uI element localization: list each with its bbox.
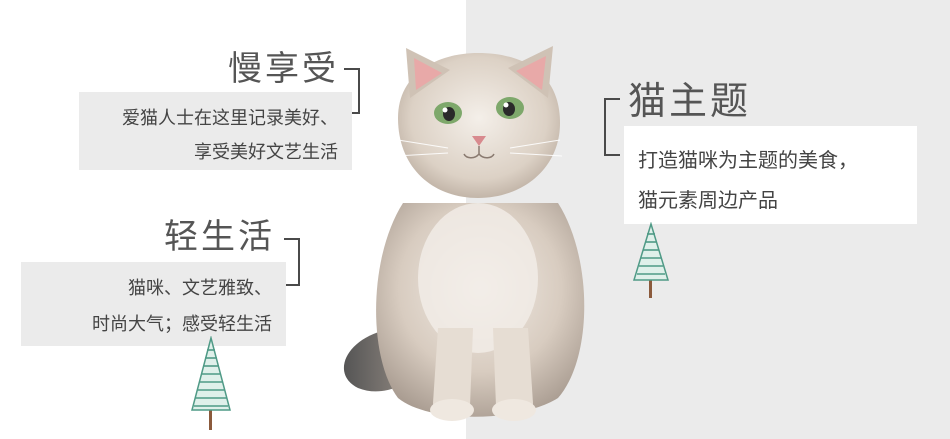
text-line: 猫元素周边产品 <box>638 188 778 212</box>
bracket-decoration <box>604 98 620 156</box>
text-line: 猫咪、文艺雅致、 <box>128 278 272 299</box>
text-line: 爱猫人士在这里记录美好、 <box>122 108 338 129</box>
heading-light-life: 轻生活 <box>164 217 275 257</box>
text-line: 打造猫咪为主题的美食， <box>638 148 858 172</box>
cat-photo <box>343 46 585 421</box>
bracket-decoration <box>344 68 360 114</box>
heading-cat-theme: 猫主题 <box>628 79 752 123</box>
text-box-cat-theme: 打造猫咪为主题的美食， 猫元素周边产品 <box>624 126 917 224</box>
bracket-decoration <box>284 238 300 286</box>
text-line: 时尚大气；感受轻生活 <box>92 314 272 335</box>
pine-tree-icon <box>632 222 670 298</box>
text-line: 享受美好文艺生活 <box>194 142 338 163</box>
text-box-light-life: 猫咪、文艺雅致、 时尚大气；感受轻生活 <box>21 262 286 346</box>
text-box-slow-enjoy: 爱猫人士在这里记录美好、 享受美好文艺生活 <box>79 92 352 170</box>
heading-slow-enjoy: 慢享受 <box>228 49 339 89</box>
pine-tree-icon <box>191 336 231 430</box>
